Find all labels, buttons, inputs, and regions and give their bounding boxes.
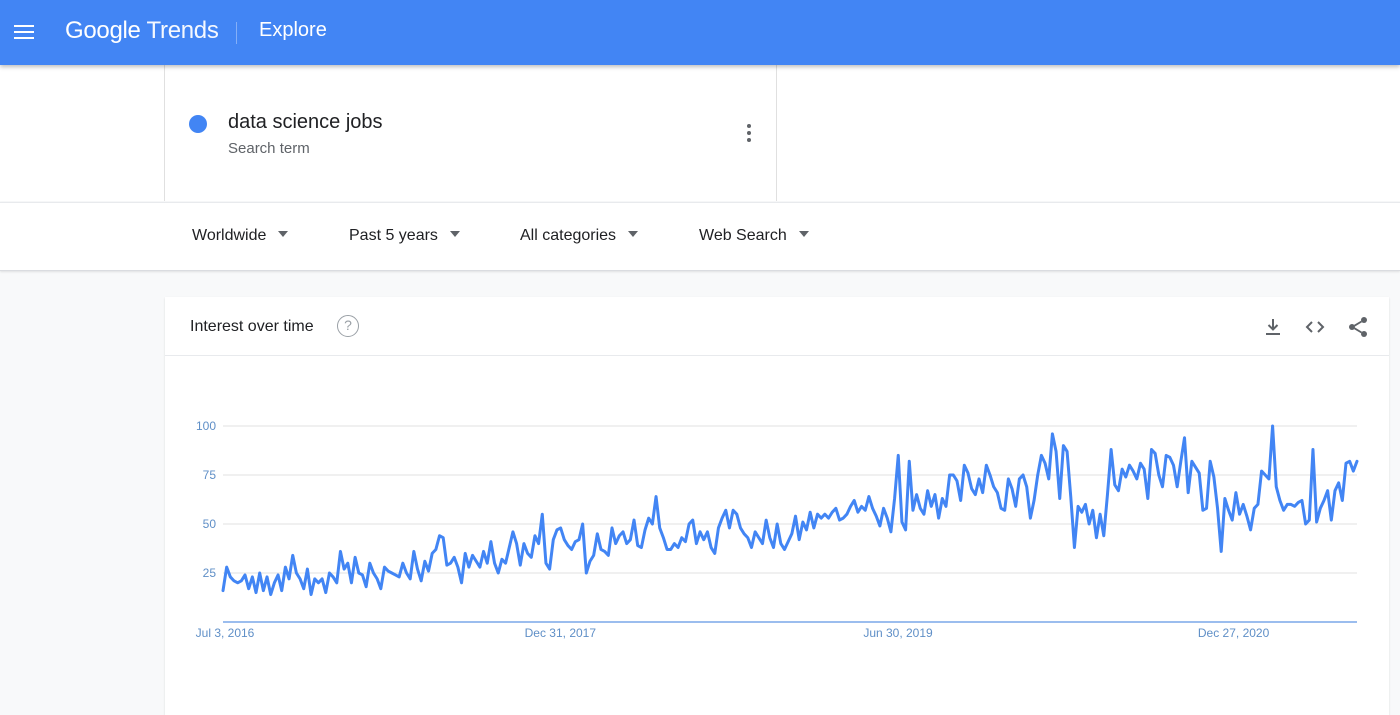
help-icon[interactable]: ? (337, 315, 359, 337)
x-tick-label: Dec 31, 2017 (525, 626, 597, 640)
search-term-card[interactable]: data science jobs Search term (164, 65, 777, 201)
filter-bar: Worldwide Past 5 years All categories We… (0, 202, 1400, 271)
y-tick-label: 75 (203, 468, 217, 482)
series-line (221, 424, 1359, 597)
interest-over-time-card: Interest over time ? 25 50 75 100 Jul 3, 201… (165, 297, 1389, 715)
menu-icon[interactable] (12, 21, 36, 43)
y-tick-label: 50 (203, 517, 217, 531)
region-filter[interactable]: Worldwide (192, 227, 289, 245)
category-filter-label: All categories (520, 227, 617, 244)
region-filter-label: Worldwide (192, 227, 267, 244)
card-header: Interest over time ? (165, 297, 1389, 356)
embed-code-icon[interactable] (1303, 315, 1327, 339)
y-tick-label: 25 (203, 566, 217, 580)
brand-google: Google (65, 17, 141, 44)
dropdown-caret-icon (449, 230, 460, 237)
dropdown-caret-icon (278, 230, 289, 237)
app-header: Google Trends Explore (0, 0, 1400, 65)
time-filter[interactable]: Past 5 years (349, 227, 460, 245)
more-options-icon[interactable] (739, 121, 759, 145)
term-color-dot (189, 115, 207, 133)
category-filter[interactable]: All categories (520, 227, 639, 245)
dropdown-caret-icon (628, 230, 639, 237)
dropdown-caret-icon (798, 230, 809, 237)
brand-trends: Trends (146, 17, 219, 44)
download-icon[interactable] (1261, 315, 1285, 339)
page-title: Explore (259, 19, 327, 41)
line-chart[interactable]: 25 50 75 100 Jul 3, 2016 Dec 31, 2017 Jun 30, … (165, 357, 1389, 715)
google-trends-logo[interactable]: Google Trends (65, 17, 219, 45)
x-tick-label: Jul 3, 2016 (196, 626, 255, 640)
term-name[interactable]: data science jobs (228, 111, 383, 133)
search-term-strip: data science jobs Search term (0, 65, 1400, 201)
x-tick-label: Dec 27, 2020 (1198, 626, 1270, 640)
header-divider (236, 22, 237, 44)
chart-area[interactable]: 25 50 75 100 Jul 3, 2016 Dec 31, 2017 Jun 30, … (165, 357, 1389, 715)
card-title: Interest over time (190, 318, 314, 335)
y-tick-label: 100 (196, 419, 216, 433)
search-type-filter-label: Web Search (699, 227, 787, 244)
term-type: Search term (228, 140, 310, 157)
share-icon[interactable] (1346, 315, 1370, 339)
x-tick-label: Jun 30, 2019 (863, 626, 933, 640)
search-type-filter[interactable]: Web Search (699, 227, 809, 245)
time-filter-label: Past 5 years (349, 227, 438, 244)
